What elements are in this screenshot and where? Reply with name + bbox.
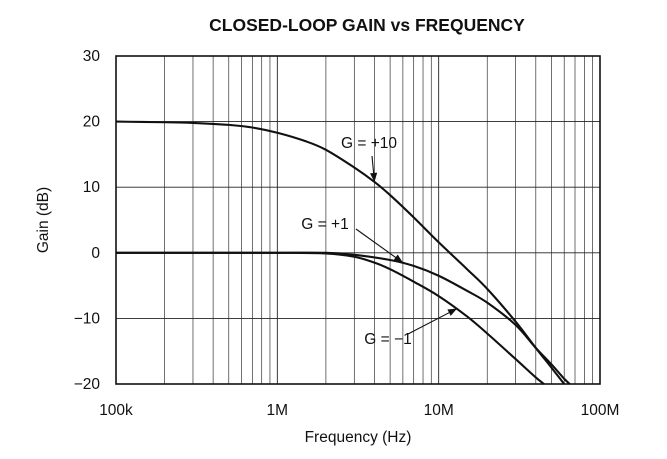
plot-frame: [115, 55, 601, 385]
y-tick-labels: 30 20 10 0 −10 −20: [74, 48, 101, 393]
x-axis-label: Frequency (Hz): [305, 429, 412, 446]
chart-title: CLOSED-LOOP GAIN vs FREQUENCY: [209, 15, 525, 35]
annotation-gain-plus10-label: G = +10: [341, 135, 397, 152]
annotation-gain-plus10-arrowhead: [370, 172, 378, 182]
grid: [115, 55, 601, 385]
series-gain-minus1-line: [116, 251, 545, 385]
x-tick-label: 1M: [267, 402, 289, 419]
annotation-gain-minus1-arrowhead: [447, 308, 458, 316]
annotation-gain-plus1-arrowhead: [393, 254, 403, 263]
annotation-gain-minus1-leader: [407, 308, 458, 335]
y-tick-label: 10: [83, 179, 101, 196]
y-axis-label: Gain (dB): [35, 187, 52, 253]
x-tick-label: 10M: [424, 402, 454, 419]
y-tick-label: 20: [83, 114, 101, 131]
x-tick-labels: 100k 1M 10M 100M: [99, 402, 619, 419]
annotation-labels: G = +10 G = +1 G = −1: [301, 135, 411, 348]
y-tick-label: −20: [74, 376, 101, 393]
x-tick-label: 100k: [99, 402, 133, 419]
annotation-leaders: [355, 155, 458, 335]
x-tick-label: 100M: [581, 402, 620, 419]
y-tick-label: 0: [91, 245, 100, 262]
annotation-gain-minus1-label: G = −1: [364, 331, 411, 348]
y-tick-label: 30: [83, 48, 101, 65]
annotation-gain-plus1-label: G = +1: [301, 216, 348, 233]
y-tick-label: −10: [74, 310, 101, 327]
annotation-gain-plus1-leader: [355, 228, 404, 264]
